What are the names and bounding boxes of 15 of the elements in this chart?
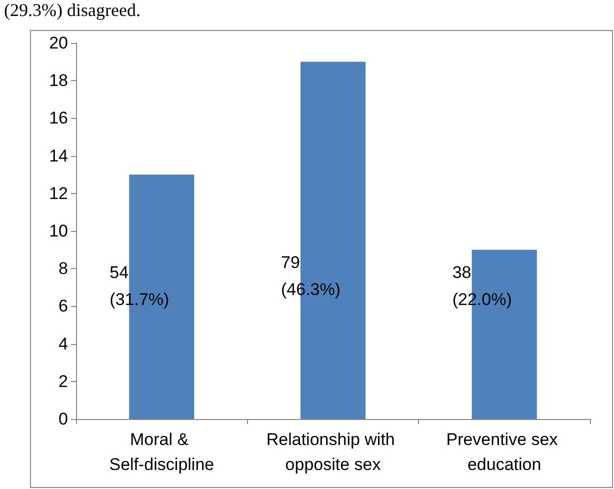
x-tick-label: Relationship with opposite sex: [266, 430, 400, 474]
y-tick-label: 12: [49, 184, 68, 203]
y-tick-label: 14: [49, 146, 68, 166]
y-tick-label: 18: [49, 71, 68, 90]
x-tick-label: Preventive sex education: [446, 430, 562, 474]
y-tick-label: 8: [58, 259, 68, 278]
x-tick-label: Moral & Self-discipline: [109, 430, 214, 474]
y-tick-label: 2: [58, 372, 68, 391]
text: (29.3%) disagreed.: [4, 0, 140, 21]
y-tick-label: 4: [58, 334, 68, 354]
y-tick-label: 6: [58, 296, 68, 316]
y-tick-label: 0: [58, 410, 68, 428]
y-tick-label: 10: [49, 222, 68, 240]
y-tick-label: 16: [49, 108, 68, 128]
y-tick-label: 20: [49, 34, 68, 52]
